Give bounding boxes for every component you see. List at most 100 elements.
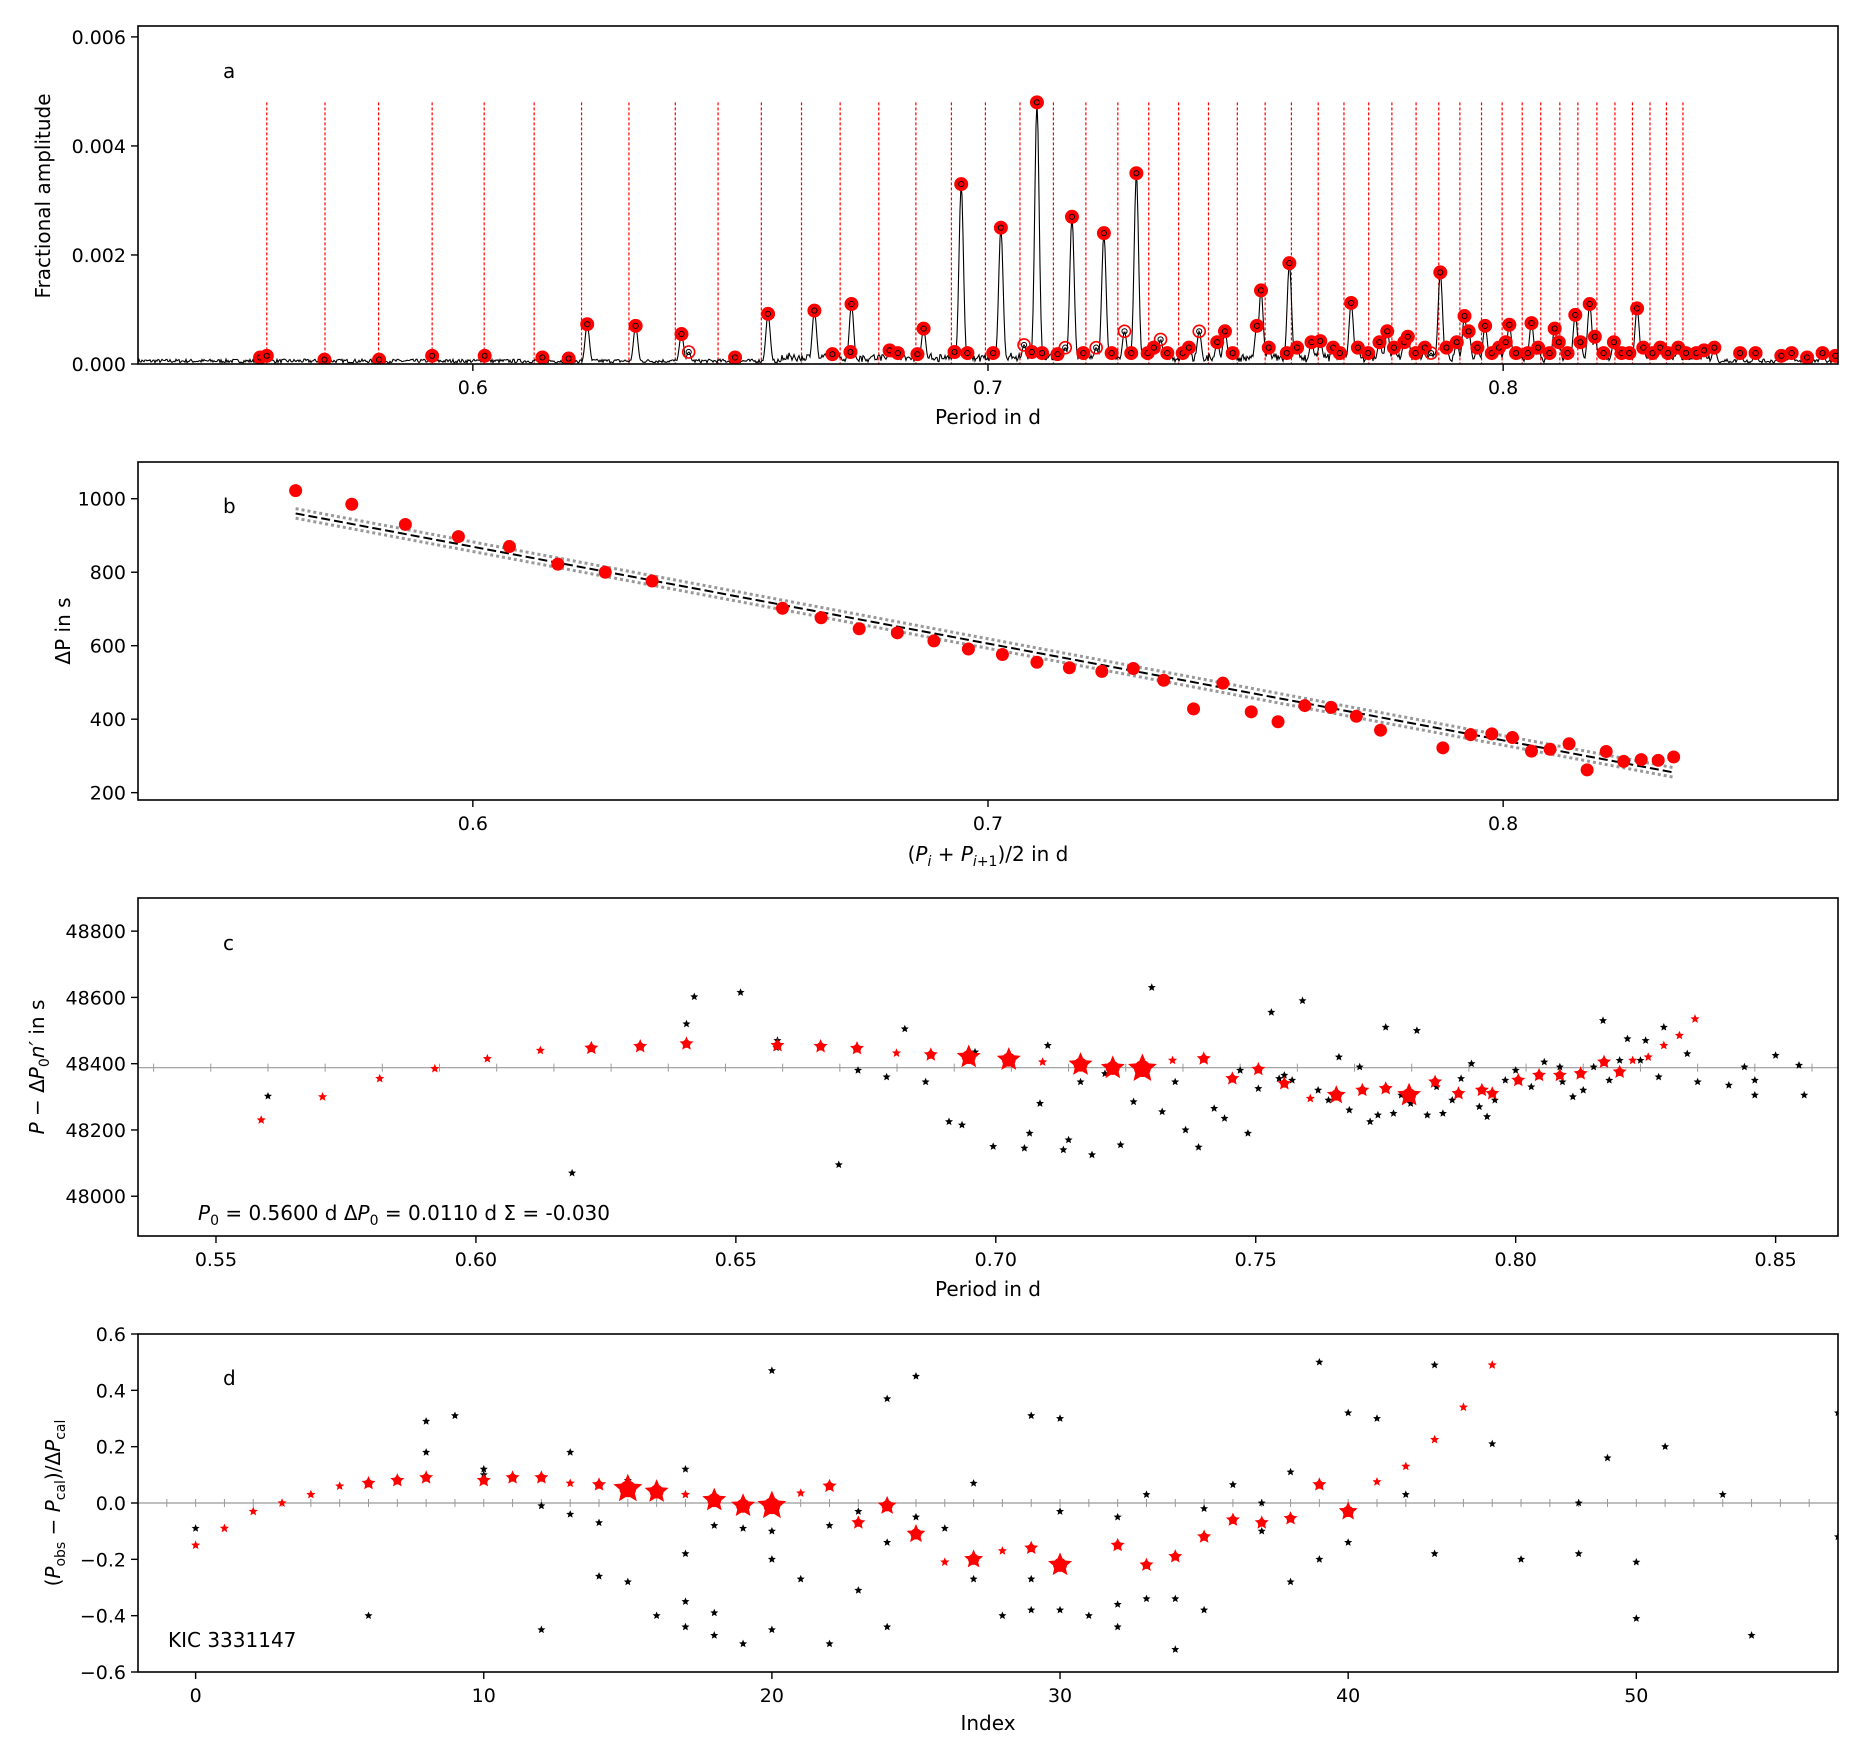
peak-marker [910, 347, 925, 362]
peak-marker-ring [1265, 344, 1272, 351]
peak-marker [1502, 317, 1517, 332]
black-star [681, 1622, 690, 1631]
peak-marker-ring [565, 355, 572, 362]
peak-marker [1332, 346, 1347, 361]
peak-marker-ring [914, 351, 921, 358]
peak-marker-ring [1649, 349, 1656, 357]
black-star [1490, 1095, 1499, 1104]
black-star [1527, 1082, 1536, 1091]
peak-marker-ring [1700, 347, 1708, 354]
black-star [652, 1611, 661, 1620]
peak-marker-ring [1778, 352, 1785, 359]
peak-marker-ring [1819, 349, 1826, 357]
peak-marker [1344, 295, 1359, 310]
spacing-point [345, 497, 359, 511]
black-star [969, 1479, 978, 1487]
black-star [191, 1524, 200, 1532]
peak-marker [1748, 346, 1763, 361]
panel-d-clip-group [138, 1357, 1838, 1653]
black-star [958, 1120, 966, 1129]
spacing-point [1562, 737, 1576, 751]
spacing-point [775, 601, 789, 615]
peak-marker [628, 318, 643, 333]
red-star-core [649, 1484, 664, 1499]
red-star [796, 1488, 806, 1498]
peak-marker [1596, 346, 1611, 361]
red-star [997, 1546, 1007, 1555]
spacing-point [1324, 700, 1338, 714]
black-star [900, 1024, 909, 1033]
black-star [1298, 996, 1307, 1005]
black-star [1406, 1099, 1415, 1107]
peak-marker [1560, 346, 1575, 361]
peak-marker [1707, 340, 1722, 355]
black-star [1314, 1086, 1323, 1094]
panel-c-clip-group [138, 983, 1838, 1177]
red-star-core [364, 1479, 373, 1488]
red-star-core [854, 1518, 863, 1527]
peak-marker [1470, 340, 1485, 355]
peak-marker-ring [1453, 339, 1460, 346]
black-star [1056, 1414, 1065, 1422]
peak-marker [986, 346, 1001, 361]
peak-marker [317, 352, 332, 364]
peak-marker-open [1089, 340, 1103, 355]
black-star [1267, 1008, 1276, 1016]
panel-b-letter: b [223, 494, 236, 518]
black-star [1275, 1074, 1284, 1082]
peak-marker [1551, 335, 1566, 350]
peak-marker [1290, 340, 1305, 355]
peak-marker-ring [632, 322, 639, 329]
peak-marker-ring [1832, 352, 1838, 359]
peak-marker-ring [1482, 322, 1489, 329]
peak-marker-ring [1185, 344, 1193, 351]
panel-b-xtick-label: 0.8 [1488, 813, 1518, 835]
peak-marker [259, 348, 274, 363]
peak-marker [1380, 324, 1395, 339]
black-star [1181, 1125, 1190, 1134]
peak-marker-ring [1293, 344, 1301, 351]
black-star [1200, 1605, 1209, 1614]
peak-marker [890, 346, 905, 361]
red-star [1167, 1055, 1178, 1065]
panel-b-ytick-label: 600 [90, 636, 126, 658]
black-star [1280, 1071, 1289, 1079]
panel-d-letter: d [223, 1366, 236, 1390]
black-star [1661, 1442, 1670, 1451]
red-star [680, 1489, 691, 1499]
black-star [595, 1572, 604, 1580]
red-star-core [1200, 1532, 1209, 1541]
panel-d-xtick-label: 50 [1624, 1685, 1648, 1707]
peak-marker-ring [1157, 336, 1164, 343]
red-star-core [1001, 1052, 1016, 1067]
peak-marker-ring [1365, 349, 1372, 357]
panel-d: 0 10 20 30 40 50 −0.6 −0.4 −0.2 0.0 0.2 0.4 0.6 d KI… [41, 1324, 1839, 1735]
black-star [1027, 1411, 1036, 1420]
peak-marker-open [1192, 324, 1207, 339]
black-star [1432, 1082, 1441, 1091]
peak-marker [535, 350, 550, 364]
peak-marker [1400, 329, 1415, 344]
panel-d-ytick-label: −0.6 [80, 1662, 126, 1684]
black-star [1683, 1049, 1692, 1058]
peak-marker-ring [1657, 344, 1664, 351]
black-star [1228, 1480, 1237, 1489]
peak-marker-ring [1348, 299, 1355, 307]
black-star [1366, 1117, 1375, 1126]
peak-marker-ring [1512, 349, 1520, 357]
spacing-point [398, 517, 412, 531]
peak-marker [993, 220, 1008, 235]
panel-c-xtick-label: 0.60 [455, 1249, 497, 1271]
peak-marker [1160, 346, 1175, 361]
peak-marker-ring [764, 310, 772, 317]
peak-marker-ring [1128, 349, 1135, 357]
peak-marker-ring [1354, 344, 1361, 351]
peak-marker [1029, 95, 1044, 110]
black-star [882, 1072, 891, 1081]
red-star-core [1477, 1086, 1486, 1095]
black-star [690, 992, 699, 1001]
black-star [1423, 1110, 1432, 1119]
peak-marker-ring [1390, 344, 1398, 351]
peak-marker [1498, 335, 1513, 350]
peak-marker-ring [894, 349, 901, 357]
